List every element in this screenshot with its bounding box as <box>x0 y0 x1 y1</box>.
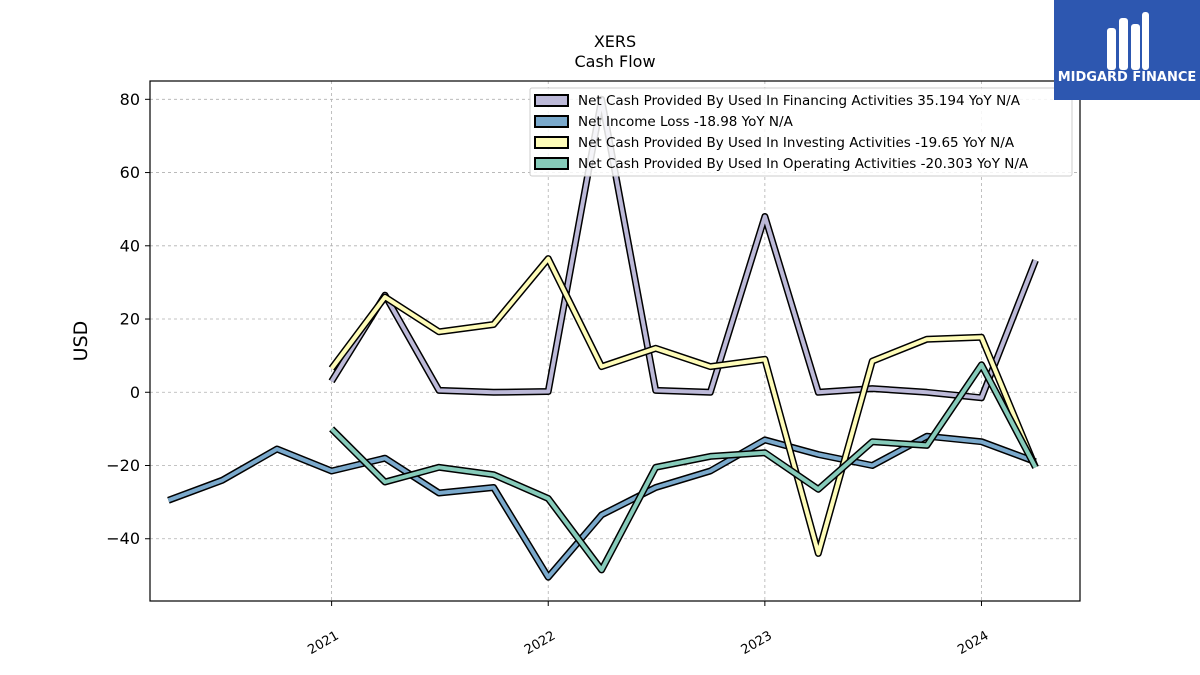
chart-title: XERS <box>594 32 636 51</box>
legend-label: Net Income Loss -18.98 YoY N/A <box>578 114 794 130</box>
series-line <box>329 256 1038 556</box>
x-ticks: 2021 2022 2023 2024 <box>305 601 991 658</box>
y-tick-label: 40 <box>120 236 140 255</box>
midgard-m-logo-icon <box>1107 12 1149 70</box>
x-tick-label: 2021 <box>305 628 341 658</box>
legend-box <box>529 87 1073 177</box>
legend-swatch <box>534 94 569 107</box>
series-2 <box>167 432 1037 581</box>
series-lines <box>167 95 1039 581</box>
y-axis-label: USD <box>70 321 92 362</box>
logo-text: MIDGARD FINANCE <box>1058 70 1197 85</box>
x-tick-label: 2024 <box>955 628 991 658</box>
series-line <box>330 362 1038 572</box>
y-tick-label: 20 <box>120 310 140 329</box>
series-line <box>329 97 1038 400</box>
series-line <box>167 434 1037 580</box>
chart-subtitle: Cash Flow <box>574 52 655 71</box>
y-ticks: −40 −20 0 20 40 60 80 <box>106 90 150 548</box>
midgard-finance-logo: MIDGARD FINANCE <box>1054 0 1200 100</box>
plot-frame <box>149 80 1081 602</box>
legend-swatch <box>534 136 569 149</box>
x-tick-label: 2022 <box>522 628 558 658</box>
series-3 <box>328 255 1039 557</box>
series-line-outline <box>328 255 1039 557</box>
x-tick-label: 2023 <box>739 628 775 658</box>
y-tick-label: −20 <box>106 456 140 475</box>
legend-swatch <box>534 115 569 128</box>
legend-swatch <box>534 157 569 170</box>
legend-label: Net Cash Provided By Used In Investing A… <box>578 135 1015 151</box>
y-tick-label: 80 <box>120 90 140 109</box>
series-4 <box>329 361 1039 574</box>
legend-label: Net Cash Provided By Used In Financing A… <box>578 93 1021 109</box>
y-tick-label: 0 <box>130 383 140 402</box>
series-1 <box>328 95 1039 402</box>
legend-label: Net Cash Provided By Used In Operating A… <box>578 156 1029 172</box>
y-tick-label: −40 <box>106 529 140 548</box>
legend: Net Cash Provided By Used In Financing A… <box>529 87 1073 177</box>
y-tick-label: 60 <box>120 163 140 182</box>
